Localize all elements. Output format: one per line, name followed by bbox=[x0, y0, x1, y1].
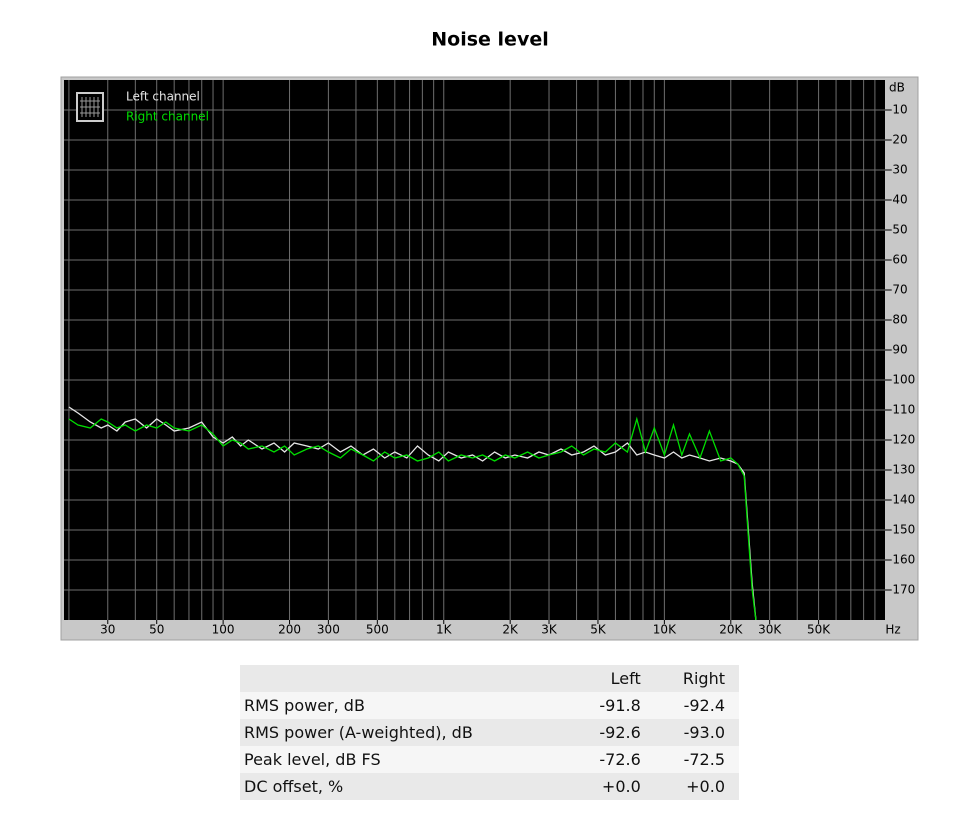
series-line bbox=[68, 406, 757, 620]
chart-title: Noise level bbox=[431, 29, 548, 51]
row-label: RMS power (A-weighted), dB bbox=[244, 723, 473, 742]
table-row: DC offset, % +0.0 +0.0 bbox=[240, 773, 739, 800]
x-tick-label: 500 bbox=[366, 623, 389, 637]
y-tick-label: -30 bbox=[888, 163, 908, 177]
y-unit-label: dB bbox=[889, 81, 905, 95]
row-label: Peak level, dB FS bbox=[244, 750, 381, 769]
y-tick-label: -120 bbox=[888, 433, 915, 447]
row-label: DC offset, % bbox=[244, 777, 344, 796]
x-tick-label: 50 bbox=[149, 623, 164, 637]
y-tick-label: -20 bbox=[888, 133, 908, 147]
x-tick-label: 100 bbox=[212, 623, 235, 637]
table-header-row: Left Right bbox=[240, 665, 739, 692]
y-tick-label: -70 bbox=[888, 283, 908, 297]
table-row: Peak level, dB FS -72.6 -72.5 bbox=[240, 746, 739, 773]
x-tick-label: 10K bbox=[653, 623, 677, 637]
y-tick-label: -50 bbox=[888, 223, 908, 237]
table-row: RMS power, dB -91.8 -92.4 bbox=[240, 692, 739, 719]
table-cell: -91.8 bbox=[599, 696, 641, 715]
x-tick-label: 200 bbox=[278, 623, 301, 637]
table-cell: +0.0 bbox=[601, 777, 641, 796]
x-tick-label: 20K bbox=[719, 623, 743, 637]
y-tick-label: -150 bbox=[888, 523, 915, 537]
y-tick-label: -170 bbox=[888, 583, 915, 597]
x-tick-label: 3K bbox=[541, 623, 558, 637]
table-cell: -92.6 bbox=[599, 723, 641, 742]
row-label: RMS power, dB bbox=[244, 696, 365, 715]
y-tick-label: -100 bbox=[888, 373, 915, 387]
x-tick-label: 5K bbox=[590, 623, 607, 637]
table-cell: +0.0 bbox=[686, 777, 725, 796]
x-tick-label: 30K bbox=[758, 623, 782, 637]
x-tick-label: 50K bbox=[807, 623, 831, 637]
series-line bbox=[68, 416, 757, 620]
y-tick-label: -10 bbox=[888, 103, 908, 117]
x-tick-label: 30 bbox=[100, 623, 115, 637]
series-group bbox=[68, 406, 757, 620]
y-tick-label: -80 bbox=[888, 313, 908, 327]
legend-label: Right channel bbox=[126, 110, 209, 124]
y-tick-label: -60 bbox=[888, 253, 908, 267]
legend-label: Left channel bbox=[126, 90, 200, 104]
y-tick-label: -40 bbox=[888, 193, 908, 207]
y-tick-label: -90 bbox=[888, 343, 908, 357]
x-tick-label: 2K bbox=[502, 623, 519, 637]
chart: Noise level -10 -20 -30 -40 -50 -60 -70 -80 -90 -… bbox=[60, 29, 919, 641]
table-row: RMS power (A-weighted), dB -92.6 -93.0 bbox=[240, 719, 739, 746]
y-tick-label: -160 bbox=[888, 553, 915, 567]
header-cell bbox=[240, 665, 572, 692]
x-unit-label: Hz bbox=[885, 623, 900, 637]
table-cell: -72.5 bbox=[683, 750, 725, 769]
column-header: Left bbox=[610, 669, 641, 688]
column-header: Right bbox=[682, 669, 725, 688]
table-cell: -92.4 bbox=[683, 696, 725, 715]
x-tick-label: 300 bbox=[317, 623, 340, 637]
y-tick-label: -140 bbox=[888, 493, 915, 507]
y-tick-label: -130 bbox=[888, 463, 915, 477]
table-cell: -72.6 bbox=[599, 750, 641, 769]
y-tick-label: -110 bbox=[888, 403, 915, 417]
table-cell: -93.0 bbox=[683, 723, 725, 742]
stats-table: Left Right RMS power, dB -91.8 -92.4 RMS powe… bbox=[240, 665, 739, 800]
legend-icon bbox=[76, 92, 104, 122]
x-tick-label: 1K bbox=[436, 623, 453, 637]
